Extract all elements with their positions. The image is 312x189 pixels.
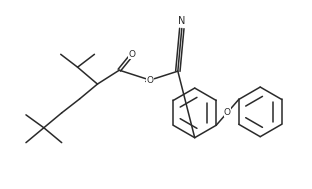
- Text: O: O: [224, 108, 231, 117]
- Text: O: O: [147, 76, 154, 85]
- Text: O: O: [129, 50, 136, 59]
- Text: N: N: [178, 15, 186, 26]
